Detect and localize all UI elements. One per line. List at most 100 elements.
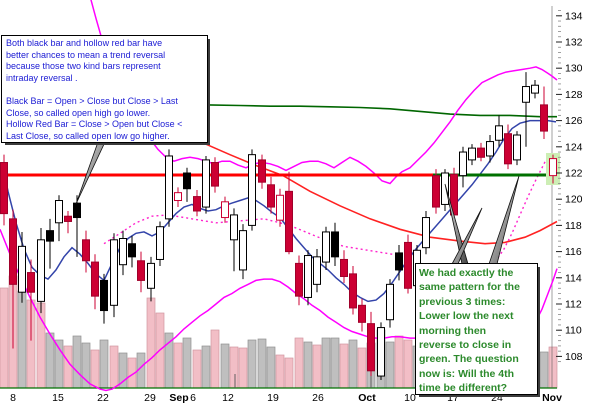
candle-black <box>331 231 339 258</box>
candle-red <box>82 239 90 262</box>
candle-white <box>165 155 173 220</box>
y-axis-label: 132 <box>565 37 583 49</box>
candle-white <box>230 214 238 241</box>
x-axis-label: 8 <box>10 392 16 404</box>
volume-bar <box>99 339 109 389</box>
annotation-text-line: Close, so called open high go lower. <box>6 107 151 118</box>
candle-white <box>55 200 63 224</box>
candle-white <box>468 147 476 161</box>
volume-bar <box>173 342 183 389</box>
candle-white <box>513 134 521 161</box>
x-axis-label: 24 <box>491 392 503 404</box>
volume-bar <box>36 302 46 389</box>
candle-white <box>110 239 118 306</box>
volume-bar <box>303 341 313 389</box>
y-axis-label: 114 <box>565 272 582 284</box>
candle-hollow-red <box>221 201 229 219</box>
candle-red <box>91 261 99 297</box>
candle-white <box>322 231 330 263</box>
candle-white <box>156 226 164 260</box>
candle-white <box>248 154 256 226</box>
candle-white <box>377 327 385 377</box>
x-axis-label: 26 <box>312 392 324 404</box>
volume-bar <box>201 345 211 389</box>
volume-bar <box>229 346 239 389</box>
candle-white <box>459 151 467 177</box>
annotation-text-line: intraday reversal . <box>6 72 78 83</box>
y-axis-label: 116 <box>565 246 582 258</box>
candle-red <box>9 218 17 285</box>
candle-red <box>211 162 219 187</box>
volume-bar <box>0 287 9 389</box>
candle-black <box>395 252 403 271</box>
candle-red <box>404 241 412 289</box>
y-axis-label: 110 <box>565 325 582 337</box>
candle-white <box>522 86 530 103</box>
candle-red <box>349 273 357 309</box>
x-axis-label: 12 <box>222 392 234 404</box>
candle-white <box>495 125 503 141</box>
candle-red <box>137 260 145 281</box>
annotation-text-line <box>6 84 203 96</box>
volume-bar <box>90 349 100 389</box>
annotation-text-line: reverse to close in <box>419 339 512 352</box>
x-axis-label: 19 <box>267 392 279 404</box>
x-axis-label: 29 <box>144 392 156 404</box>
candle-hollow-red <box>276 194 284 221</box>
volume-bar <box>63 345 73 389</box>
candle-white <box>386 283 394 321</box>
candle-red <box>358 304 366 323</box>
candle-white <box>37 239 45 302</box>
candle-red <box>477 147 485 158</box>
volume-bar <box>348 339 358 389</box>
annotation-text-line: now is: Will the 4th <box>419 367 514 380</box>
candle-red <box>267 184 275 208</box>
volume-bar <box>210 329 220 389</box>
x-axis-label: 15 <box>52 392 64 404</box>
candle-white <box>304 255 312 298</box>
annotation-text-line: previous 3 times: <box>419 295 506 308</box>
candle-white <box>422 217 430 249</box>
volume-bar <box>266 346 276 389</box>
candle-red <box>0 162 8 215</box>
volume-bar <box>357 347 367 389</box>
y-axis-label: 108 <box>565 351 583 363</box>
candle-black <box>128 243 136 258</box>
volume-bar <box>548 346 558 389</box>
candle-white <box>313 256 321 285</box>
volume-bar <box>403 339 413 389</box>
candle-black <box>46 230 54 242</box>
annotation-box-bar-definitions: Both black bar and hollow red bar have be… <box>1 35 208 143</box>
volume-bar <box>257 338 267 389</box>
y-axis-label: 130 <box>565 63 583 75</box>
candle-red <box>367 323 375 372</box>
candle-white <box>119 238 127 266</box>
candle-hollow-red <box>549 158 557 177</box>
volume-bar <box>247 339 257 389</box>
mid-band-dotted-magenta <box>103 159 547 280</box>
annotation-text-line: Black Bar = Open > Close but Close > Las… <box>6 95 178 106</box>
candle-black <box>183 172 191 190</box>
x-axis-label: Nov <box>542 392 562 404</box>
volume-bar <box>164 332 174 389</box>
x-axis-label: 17 <box>447 392 459 404</box>
volume-bar <box>394 335 404 389</box>
annotation-text-line: better chances to mean a trend reversal <box>6 49 166 60</box>
x-axis-label: 22 <box>97 392 109 404</box>
volume-bar <box>539 351 549 389</box>
annotation-text-line: green. The question <box>419 353 519 366</box>
volume-bar <box>109 345 119 389</box>
x-axis-label: 6 <box>190 392 196 404</box>
candle-white <box>202 159 210 208</box>
volume-bar <box>45 332 55 389</box>
volume-bar <box>72 335 82 389</box>
annotation-text-line: Hollow Red Bar = Close > Open but Close … <box>6 119 183 130</box>
annotation-text-line: Both black bar and hollow red bar have <box>6 38 163 48</box>
y-axis-label: 112 <box>565 299 582 311</box>
candle-red <box>64 215 72 222</box>
volume-bar <box>275 354 285 389</box>
volume-bar <box>284 357 294 389</box>
annotation-text-line: same pattern for the <box>419 281 520 294</box>
candle-white <box>486 141 494 157</box>
